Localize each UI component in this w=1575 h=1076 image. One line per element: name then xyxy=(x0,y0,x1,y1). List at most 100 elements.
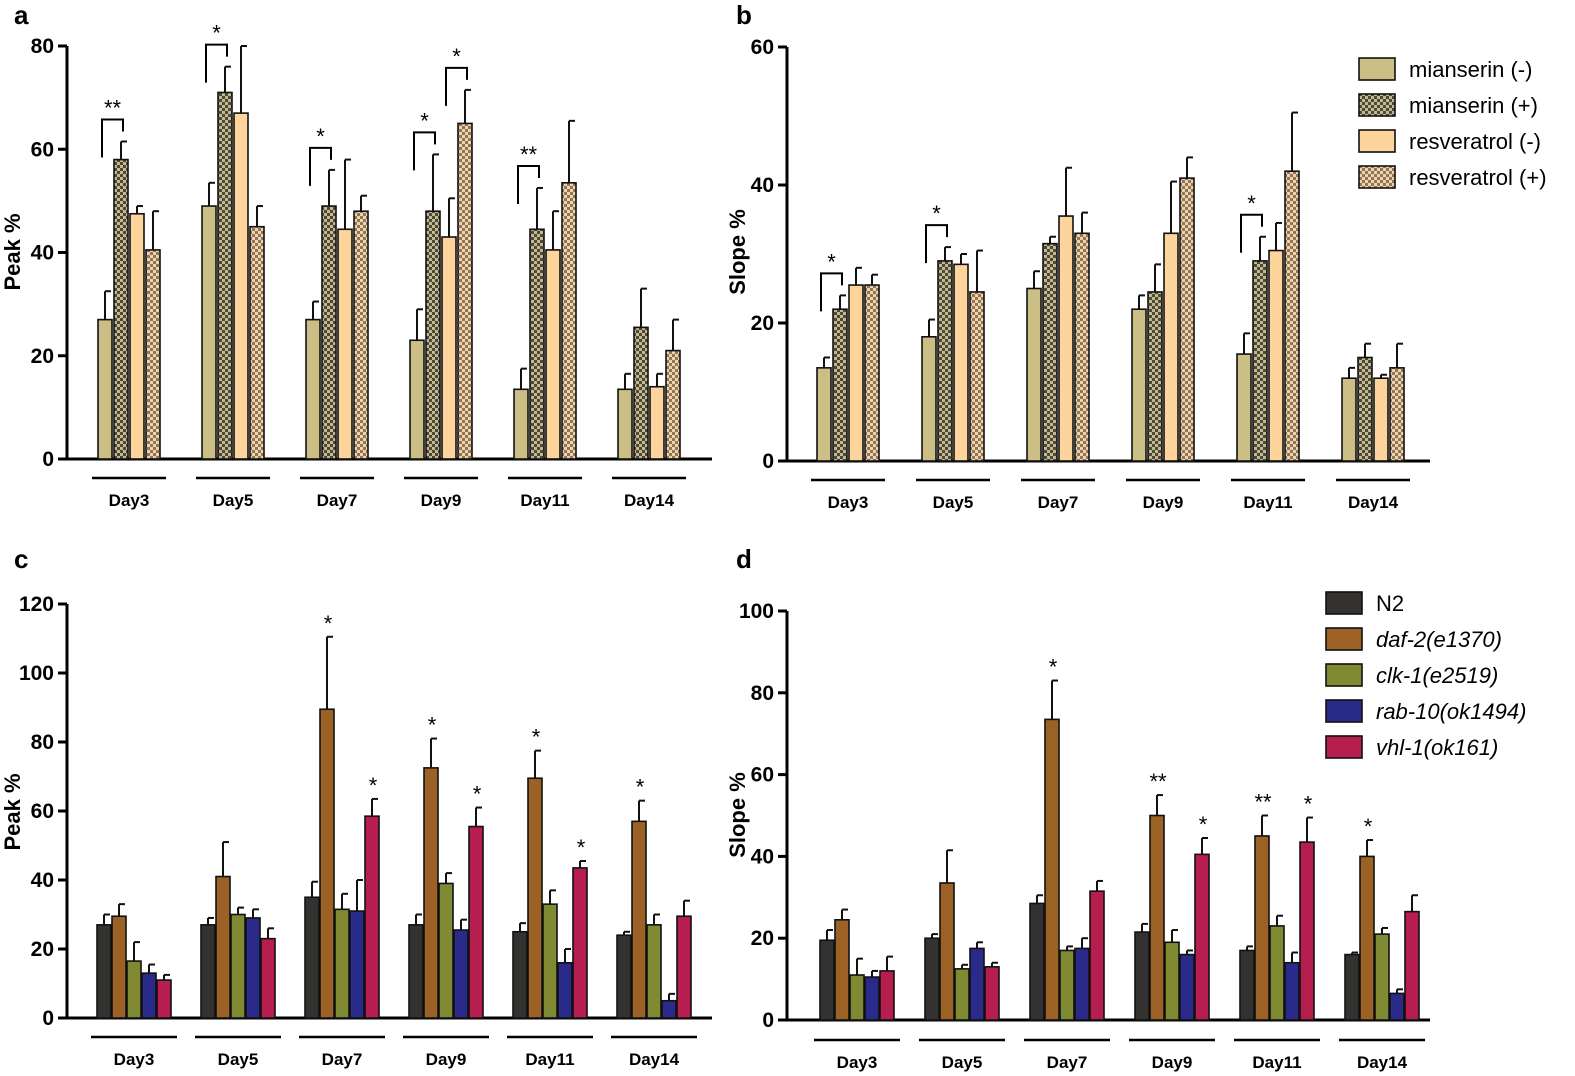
significance-marker: * xyxy=(473,782,482,807)
x-tick-label: Day9 xyxy=(1152,1053,1193,1072)
bar xyxy=(353,210,369,460)
panel-c: c Peak % 0 20 40 60 80 100 120 Day3 Day5 Day7 Day9 Da… xyxy=(0,544,712,1069)
bar xyxy=(230,913,246,1019)
bar xyxy=(1252,260,1268,462)
significance-bracket xyxy=(517,164,540,204)
legend-label: mianserin (+) xyxy=(1409,93,1538,118)
bar xyxy=(832,308,848,462)
panel-b: b Slope % 0 20 40 60 Day3 Day5 Day7 Day9 Day11 Day1… xyxy=(725,0,1547,512)
legend-label: rab-10(ok1494) xyxy=(1376,699,1526,724)
significance-bracket xyxy=(925,224,948,264)
bar xyxy=(321,205,337,460)
significance-marker: * xyxy=(369,773,378,798)
significance-marker: ** xyxy=(104,96,122,121)
significance-marker: * xyxy=(827,249,836,274)
significance-marker: * xyxy=(428,713,437,738)
y-tick-label: 20 xyxy=(751,927,774,950)
significance-marker: * xyxy=(420,108,429,133)
bar xyxy=(1236,353,1252,462)
bar xyxy=(245,917,261,1019)
bar xyxy=(441,236,457,460)
bar xyxy=(1341,377,1357,462)
bar xyxy=(1359,855,1375,1021)
y-tick-label: 0 xyxy=(762,450,774,473)
bar xyxy=(145,249,161,460)
bar xyxy=(953,263,969,462)
bar xyxy=(1254,835,1270,1021)
y-tick-label: 60 xyxy=(751,36,774,59)
bar xyxy=(453,929,469,1019)
bar xyxy=(233,112,249,460)
bar xyxy=(631,820,647,1019)
bar xyxy=(529,228,545,460)
bar xyxy=(864,976,880,1021)
bar xyxy=(1163,232,1179,462)
significance-marker: * xyxy=(1304,792,1313,817)
significance-marker: ** xyxy=(520,142,538,167)
x-tick-label: Day14 xyxy=(1357,1053,1408,1072)
y-tick-label: 40 xyxy=(751,174,774,197)
bar xyxy=(527,777,543,1019)
bar xyxy=(305,318,321,460)
legend-swatch xyxy=(1325,699,1363,723)
y-axis-label: Slope % xyxy=(725,772,750,858)
legend-swatch xyxy=(1358,129,1396,153)
bar xyxy=(1179,177,1195,462)
legend-swatch xyxy=(1358,165,1396,189)
x-tick-label: Day7 xyxy=(317,491,358,510)
bar xyxy=(649,385,665,460)
bar xyxy=(1373,377,1389,462)
bar xyxy=(1029,902,1045,1021)
bar xyxy=(1089,890,1105,1021)
bar xyxy=(848,284,864,462)
legend-label: resveratrol (+) xyxy=(1409,165,1547,190)
bar xyxy=(984,966,1000,1021)
bar xyxy=(1179,953,1195,1021)
y-tick-label: 0 xyxy=(762,1009,774,1032)
bar xyxy=(954,968,970,1021)
x-tick-label: Day9 xyxy=(421,491,462,510)
bar xyxy=(542,903,558,1019)
legend-swatch xyxy=(1325,627,1363,651)
bar xyxy=(879,970,895,1021)
bar xyxy=(1149,814,1165,1021)
panel-a: a Peak % 0 20 40 60 80 Day3 Day5 Day7 Day9 Day11 Day… xyxy=(0,0,712,510)
significance-marker: * xyxy=(636,775,645,800)
bar xyxy=(1284,961,1300,1021)
bar xyxy=(217,91,233,460)
bar xyxy=(201,205,217,460)
bar xyxy=(1299,841,1315,1021)
y-axis-label: Peak % xyxy=(0,773,25,850)
bar xyxy=(969,291,985,462)
x-tick-label: Day5 xyxy=(213,491,254,510)
y-tick-label: 0 xyxy=(42,1007,54,1030)
bar xyxy=(1389,992,1405,1021)
legend-label: N2 xyxy=(1376,591,1404,616)
bar xyxy=(1344,953,1360,1021)
y-tick-label: 80 xyxy=(31,35,54,58)
legend-swatch xyxy=(1325,663,1363,687)
x-tick-label: Day11 xyxy=(1243,493,1292,512)
y-tick-label: 60 xyxy=(751,764,774,787)
bar xyxy=(1404,910,1420,1021)
bar xyxy=(545,249,561,460)
bar xyxy=(1284,170,1300,462)
y-axis-label: Peak % xyxy=(0,213,25,290)
y-tick-label: 60 xyxy=(31,138,54,161)
bar xyxy=(408,924,424,1019)
legend-swatch xyxy=(1358,57,1396,81)
bar xyxy=(129,212,145,460)
bar xyxy=(1042,242,1058,462)
y-tick-label: 40 xyxy=(31,869,54,892)
x-tick-label: Day14 xyxy=(624,491,675,510)
legend-label: resveratrol (-) xyxy=(1409,129,1541,154)
legend-swatch xyxy=(1325,735,1363,759)
significance-marker: * xyxy=(1199,812,1208,837)
bar xyxy=(572,867,588,1019)
bar xyxy=(661,999,677,1019)
bar xyxy=(304,896,320,1019)
bar xyxy=(97,318,113,460)
y-tick-label: 20 xyxy=(31,938,54,961)
significance-marker: * xyxy=(316,124,325,149)
bar xyxy=(1147,291,1163,462)
